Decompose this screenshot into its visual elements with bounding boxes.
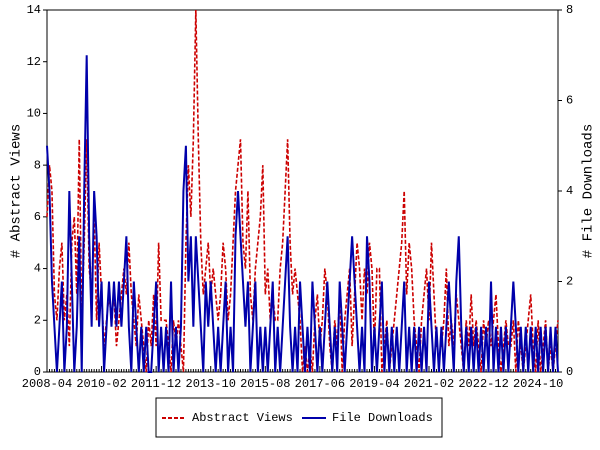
x-tick-label: 2024-10 [513,377,563,391]
y2-tick-label: 4 [566,184,573,198]
x-tick-label: 2017-06 [295,377,345,391]
x-tick-label: 2008-04 [22,377,72,391]
x-tick-label: 2013-10 [186,377,236,391]
legend-label: File Downloads [332,411,433,425]
y-tick-label: 6 [34,210,41,224]
y-tick-label: 14 [27,3,41,17]
y-tick-label: 8 [34,158,41,172]
x-tick-label: 2022-12 [458,377,508,391]
y2-tick-label: 8 [566,3,573,17]
y-tick-label: 12 [27,55,41,69]
x-tick-label: 2021-02 [404,377,454,391]
x-tick-label: 2019-04 [349,377,399,391]
y2-axis-title: # File Downloads [581,124,597,258]
y2-tick-label: 0 [566,365,573,379]
y-axis-title: # Abstract Views [9,124,25,258]
y-tick-label: 2 [34,313,41,327]
legend [155,397,443,438]
series-line [46,55,559,373]
y-tick-label: 10 [27,107,41,121]
y2-tick-label: 6 [566,94,573,108]
y2-tick-label: 2 [566,275,573,289]
y-tick-label: 4 [34,262,41,276]
x-tick-label: 2010-02 [76,377,126,391]
x-tick-label: 2015-08 [240,377,290,391]
series-line [46,9,559,373]
y-tick-label: 0 [34,365,41,379]
x-tick-label: 2011-12 [131,377,181,391]
legend-label: Abstract Views [192,411,293,425]
